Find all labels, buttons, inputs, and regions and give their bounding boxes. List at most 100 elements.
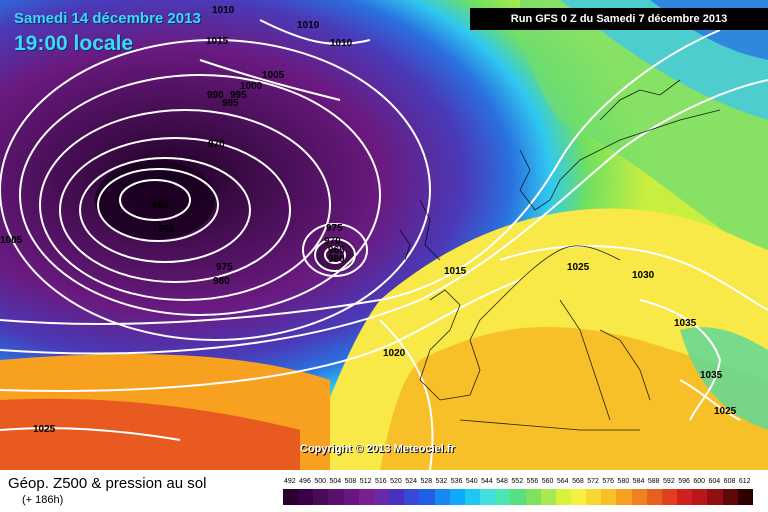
legend-title: Géop. Z500 & pression au sol: [8, 475, 207, 492]
isobar-label: 1025: [567, 262, 590, 273]
isobar-label: 1025: [33, 424, 56, 435]
scale-label: 508: [344, 478, 357, 485]
isobar-label: 975: [216, 262, 233, 273]
scale-label: 612: [738, 478, 751, 485]
scale-label: 536: [450, 478, 463, 485]
scale-label: 564: [556, 478, 569, 485]
scale-swatch: [661, 489, 678, 505]
scale-swatch: [373, 489, 390, 505]
scale-label: 504: [329, 478, 342, 485]
scale-swatch: [646, 489, 662, 505]
isobar-label: 1035: [700, 370, 723, 381]
isobar-label: 960: [152, 200, 169, 211]
isobar-label: 1010: [212, 5, 235, 16]
isobar-label: 1000: [240, 81, 263, 92]
scale-swatch: [677, 489, 693, 505]
isobar-label: 995: [230, 90, 247, 101]
scale-swatch: [449, 489, 465, 505]
scale-swatch: [616, 489, 632, 505]
scale-swatch: [555, 489, 571, 505]
isobar-label: 975: [326, 223, 343, 234]
scale-label: 568: [572, 478, 584, 485]
isobar-label: 1015: [206, 36, 229, 47]
scale-label: 588: [647, 478, 660, 485]
isobar-label: 1020: [383, 348, 406, 359]
scale-swatch: [540, 489, 556, 505]
isobar-label: 960: [328, 254, 345, 265]
forecast-date: Samedi 14 décembre 2013: [14, 10, 201, 27]
isobar-label: 970: [208, 139, 225, 150]
scale-label: 540: [465, 478, 478, 485]
isobar-label: 1010: [330, 38, 353, 49]
scale-swatch: [389, 489, 405, 505]
isobar-label: 965: [158, 224, 175, 235]
scale-swatch: [464, 489, 481, 505]
scale-label: 600: [693, 478, 706, 485]
forecast-map: 1010 1015 1010 1010 1005 1000 995 990 98…: [0, 0, 768, 470]
isobar-label: 980: [213, 276, 230, 287]
isobar-label: 985: [222, 98, 239, 109]
scale-label: 532: [435, 478, 448, 485]
scale-swatch: [283, 489, 299, 505]
isobar-label: 1005: [262, 70, 285, 81]
isobar-label: 970: [324, 236, 341, 247]
isobar-label: 1015: [444, 266, 467, 277]
scale-swatch: [601, 489, 617, 505]
scale-swatch: [631, 489, 647, 505]
forecast-time: 19:00 locale: [14, 32, 134, 55]
scale-swatch: [525, 489, 541, 505]
scale-swatch: [707, 489, 723, 505]
scale-label: 524: [405, 478, 417, 485]
scale-label: 496: [299, 478, 311, 485]
scale-label: 572: [587, 478, 599, 485]
scale-swatch: [480, 489, 496, 505]
scale-label: 580: [617, 478, 630, 485]
scale-swatch: [586, 489, 602, 505]
scale-label: 560: [541, 478, 554, 485]
isobar-label: 990: [207, 90, 224, 101]
copyright: Copyright © 2013 Meteociel.fr: [300, 443, 455, 455]
scale-label: 516: [374, 478, 387, 485]
isobar-label: 1030: [632, 270, 655, 281]
scale-swatch: [570, 489, 587, 505]
scale-label: 544: [481, 478, 493, 485]
color-scale-bar: [283, 489, 753, 505]
scale-label: 608: [723, 478, 736, 485]
legend-subtitle: (+ 186h): [22, 494, 64, 506]
scale-label: 492: [284, 478, 296, 485]
isobar-label: 1025: [714, 406, 737, 417]
scale-swatch: [419, 489, 435, 505]
isobar-label: 1010: [297, 20, 320, 31]
scale-label: 500: [314, 478, 326, 485]
run-info: Run GFS 0 Z du Samedi 7 décembre 2013: [470, 8, 768, 30]
coastlines: [399, 79, 721, 431]
scale-label: 592: [663, 478, 675, 485]
scale-swatch: [722, 489, 738, 505]
scale-label: 512: [359, 478, 372, 485]
scale-swatch: [434, 489, 450, 505]
field-red-sw: [0, 398, 300, 470]
scale-swatch: [313, 489, 329, 505]
low-core-north-atlantic: [95, 160, 215, 240]
isobar-label: 1005: [0, 235, 23, 246]
scale-label: 596: [678, 478, 690, 485]
scale-swatch: [358, 489, 374, 505]
color-scale-labels: 492 496 500 504 508 512 516 520 524 528 532 536 540 5…: [283, 478, 753, 488]
field-greenblue-se: [680, 327, 768, 430]
isobars: [0, 19, 768, 470]
scale-swatch: [692, 489, 708, 505]
isobar-labels: 1010 1015 1010 1010 1005 1000 995 990 98…: [0, 5, 737, 435]
scale-label: 556: [526, 478, 539, 485]
scale-label: 604: [708, 478, 721, 485]
field-orange-south: [380, 326, 768, 470]
scale-swatch: [404, 489, 420, 505]
scale-label: 548: [496, 478, 508, 485]
scale-swatch: [343, 489, 359, 505]
scale-swatch: [495, 489, 511, 505]
scale-swatch: [298, 489, 314, 505]
scale-swatch: [328, 489, 344, 505]
scale-label: 576: [602, 478, 615, 485]
scale-swatch: [510, 489, 526, 505]
scale-label: 584: [632, 478, 645, 485]
isobar-label: 1035: [674, 318, 697, 329]
